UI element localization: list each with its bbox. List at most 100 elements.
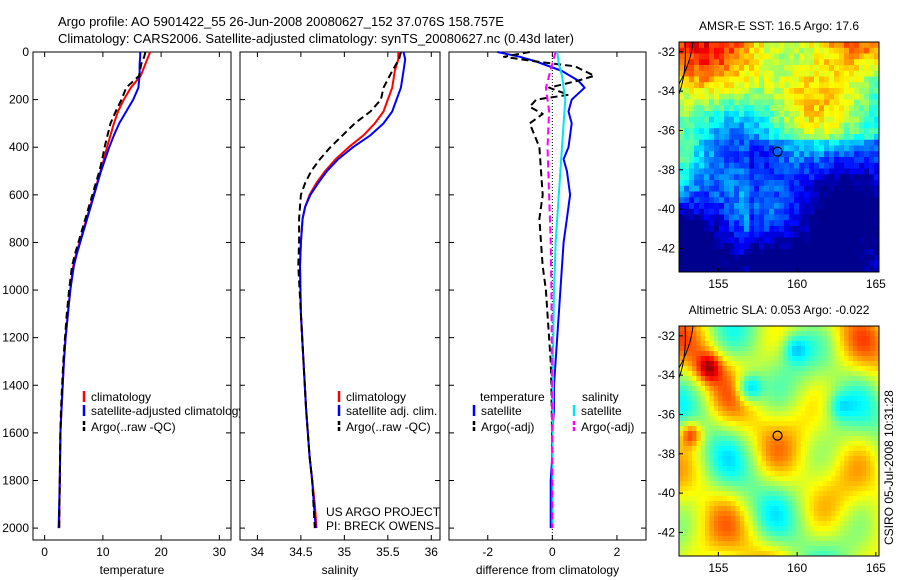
heatmap-cell [819,76,825,83]
heatmap-cell [784,180,790,187]
heatmap-cell [764,203,770,210]
heatmap-cell [789,260,795,267]
heatmap-cell [683,376,689,382]
heatmap-cell [700,456,706,462]
heatmap-cell [804,162,810,169]
heatmap-cell [779,416,784,422]
heatmap-cell [789,99,795,106]
heatmap-cell [700,516,706,522]
heatmap-cell [819,151,825,158]
heatmap-cell [761,456,767,462]
heatmap-cell [731,501,736,507]
heatmap-cell [839,122,845,129]
heatmap-cell [714,231,720,238]
heatmap-cell [800,476,806,482]
heatmap-cell [759,208,765,215]
heatmap-cell [848,381,854,387]
heatmap-cell [731,336,736,342]
heatmap-cell [774,416,780,422]
heatmap-cell [794,111,800,118]
heatmap-cell [870,536,876,542]
heatmap-cell [822,336,828,342]
heatmap-cell [809,526,815,532]
heatmap-cell [859,59,865,66]
heatmap-cell [765,376,771,382]
heatmap-cell [839,254,845,261]
heatmap-cell [834,266,840,273]
heatmap-cell [818,341,823,347]
heatmap-cell [829,203,835,210]
heatmap-cell [731,451,736,457]
heatmap-cell [849,82,855,89]
heatmap-cell [765,516,771,522]
heatmap-cell [859,174,865,181]
heatmap-cell [804,42,810,49]
heatmap-cell [831,426,836,432]
heatmap-cell [789,191,795,198]
heatmap-cell [687,541,693,547]
heatmap-cell [749,47,755,54]
heatmap-cell [683,406,689,412]
heatmap-cell [709,53,715,60]
heatmap-cell [861,521,867,527]
heatmap-cell [722,551,728,557]
heatmap-cell [739,381,745,387]
heatmap-cell [692,481,697,487]
heatmap-cell [857,526,863,532]
heatmap-cell [752,451,758,457]
heatmap-cell [792,506,797,512]
heatmap-cell [859,231,865,238]
heatmap-cell [683,381,689,387]
heatmap-cell [869,134,875,141]
heatmap-cell [718,391,723,397]
heatmap-cell [814,139,820,146]
heatmap-cell [824,208,830,215]
heatmap-cell [700,391,706,397]
heatmap-cell [754,151,760,158]
heatmap-cell [831,536,836,542]
heatmap-cell [735,446,741,452]
heatmap-cell [752,446,758,452]
heatmap-cell [709,47,715,54]
heatmap-cell [761,411,767,417]
heatmap-cell [865,331,871,337]
heatmap-cell [683,346,689,352]
heatmap-cell [839,426,845,432]
heatmap-cell [800,446,806,452]
heatmap-cell [739,249,745,256]
heatmap-cell [709,226,715,233]
heatmap-cell [865,326,871,332]
heatmap-cell [822,361,828,367]
heatmap-cell [764,162,770,169]
heatmap-cell [759,157,765,164]
heatmap-cell [683,396,689,402]
heatmap-cell [754,157,760,164]
heatmap-cell [805,381,810,387]
heatmap-cell [679,391,684,397]
heatmap-cell [718,401,723,407]
heatmap-cell [822,371,828,377]
heatmap-cell [799,99,805,106]
heatmap-cell [748,401,754,407]
heatmap-cell [822,511,828,517]
heatmap-cell [839,531,845,537]
heatmap-cell [770,496,776,502]
heatmap-cell [824,151,830,158]
heatmap-cell [783,376,789,382]
heatmap-cell [705,341,710,347]
heatmap-cell [804,180,810,187]
heatmap-cell [805,421,810,427]
heatmap-cell [796,536,802,542]
heatmap-cell [829,151,835,158]
heatmap-cell [822,531,828,537]
heatmap-cell [726,551,732,557]
heatmap-cell [800,551,806,557]
heatmap-cell [874,391,880,397]
heatmap-cell [834,191,840,198]
heatmap-cell [874,226,880,233]
y-tick-label: 1400 [2,378,29,392]
heatmap-cell [869,185,875,192]
heatmap-cell [687,456,693,462]
heatmap-cell [699,128,705,135]
heatmap-cell [734,145,740,152]
